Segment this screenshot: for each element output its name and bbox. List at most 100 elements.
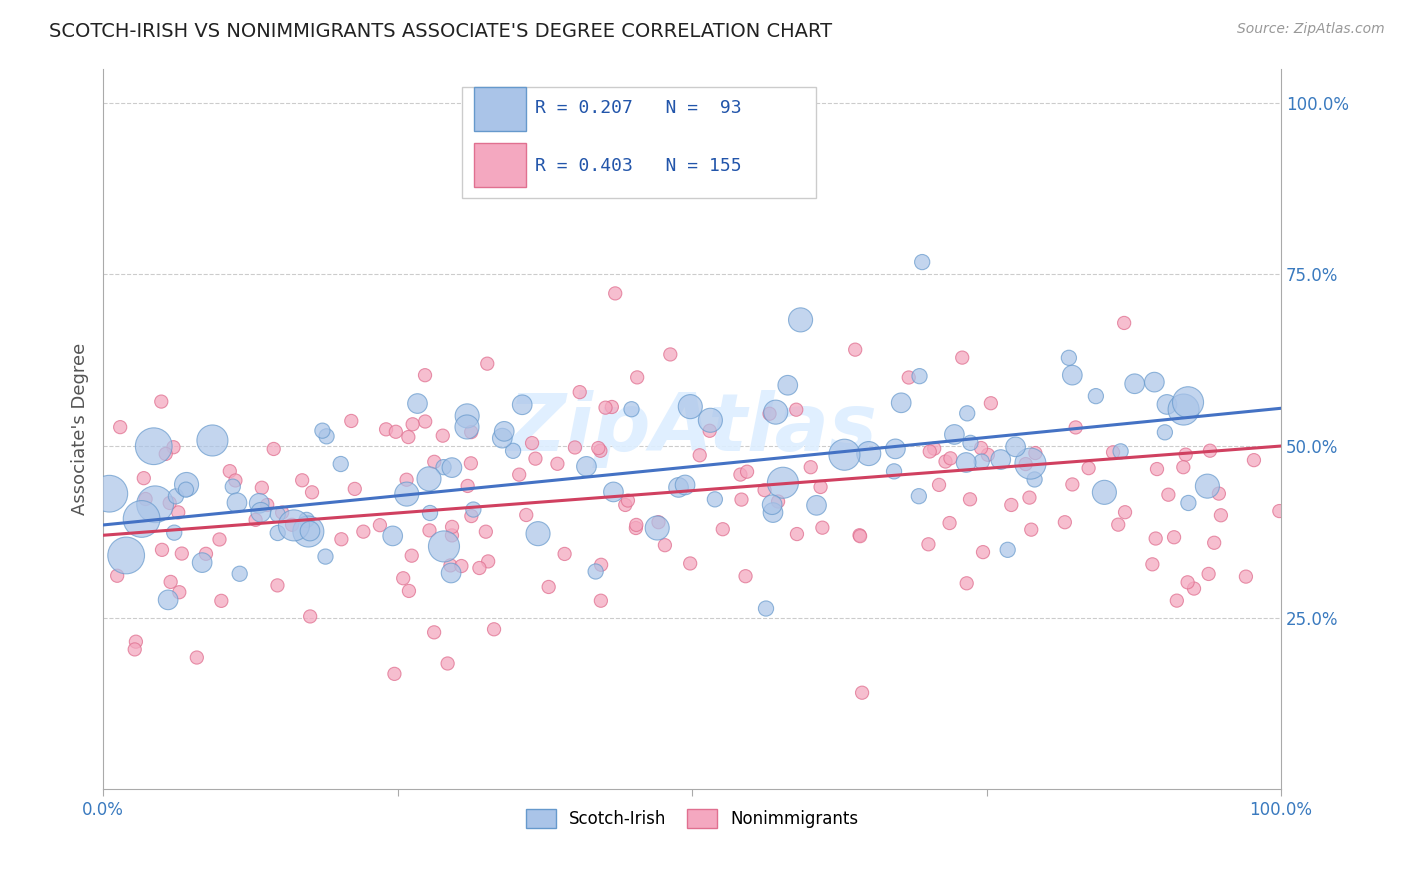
Point: [1204, 535, 1226, 549]
Point: [699, 413, 721, 427]
Point: [441, 520, 464, 534]
Point: [413, 368, 436, 383]
Point: [401, 549, 423, 563]
Point: [1198, 566, 1220, 581]
Point: [659, 347, 682, 361]
Point: [1077, 461, 1099, 475]
Point: [1062, 368, 1084, 383]
Point: [1199, 443, 1222, 458]
Point: [934, 454, 956, 468]
Point: [908, 369, 931, 384]
Point: [928, 478, 950, 492]
Point: [108, 420, 131, 434]
Point: [939, 451, 962, 466]
Point: [1157, 488, 1180, 502]
Point: [938, 516, 960, 530]
Point: [884, 442, 907, 456]
Point: [980, 396, 1002, 410]
Point: [1004, 440, 1026, 454]
Point: [463, 502, 485, 516]
Point: [297, 524, 319, 539]
Point: [617, 493, 640, 508]
Point: [439, 558, 461, 573]
Point: [959, 492, 981, 507]
Point: [789, 313, 811, 327]
Point: [224, 474, 246, 488]
Point: [186, 650, 208, 665]
Point: [176, 477, 198, 491]
Point: [735, 465, 758, 479]
Point: [1177, 395, 1199, 409]
Point: [491, 431, 513, 445]
Point: [785, 402, 807, 417]
Point: [703, 492, 725, 507]
Point: [897, 370, 920, 384]
Point: [510, 398, 533, 412]
Point: [858, 446, 880, 460]
Point: [620, 402, 643, 417]
Point: [456, 409, 478, 423]
Point: [330, 533, 353, 547]
Point: [1197, 479, 1219, 493]
Legend: Scotch-Irish, Nonimmigrants: Scotch-Irish, Nonimmigrants: [519, 803, 865, 835]
Point: [418, 524, 440, 538]
Point: [589, 443, 612, 458]
Point: [851, 686, 873, 700]
Point: [159, 496, 181, 510]
Point: [800, 460, 823, 475]
Point: [1123, 376, 1146, 391]
Point: [772, 475, 794, 490]
Point: [1144, 532, 1167, 546]
Point: [418, 472, 440, 486]
Point: [734, 569, 756, 583]
Point: [419, 506, 441, 520]
Point: [600, 400, 623, 414]
Point: [494, 425, 516, 439]
Point: [1234, 569, 1257, 583]
Text: Source: ZipAtlas.com: Source: ZipAtlas.com: [1237, 22, 1385, 37]
Point: [668, 480, 690, 494]
Point: [298, 524, 321, 538]
Point: [564, 441, 586, 455]
Point: [1024, 473, 1046, 487]
Point: [150, 542, 173, 557]
Point: [456, 420, 478, 434]
Point: [917, 537, 939, 551]
Point: [432, 428, 454, 442]
Point: [591, 558, 613, 572]
Point: [997, 542, 1019, 557]
Point: [385, 425, 408, 439]
Point: [970, 454, 993, 468]
Point: [301, 485, 323, 500]
Point: [281, 517, 304, 532]
Point: [115, 549, 138, 563]
FancyBboxPatch shape: [474, 87, 526, 131]
Point: [762, 506, 785, 520]
FancyBboxPatch shape: [463, 87, 815, 198]
Point: [1173, 460, 1195, 475]
Point: [460, 425, 482, 439]
Text: SCOTCH-IRISH VS NONIMMIGRANTS ASSOCIATE'S DEGREE CORRELATION CHART: SCOTCH-IRISH VS NONIMMIGRANTS ASSOCIATE'…: [49, 22, 832, 41]
Point: [624, 521, 647, 535]
Point: [1000, 498, 1022, 512]
Point: [250, 505, 273, 519]
Point: [1018, 491, 1040, 505]
Point: [1174, 448, 1197, 462]
Point: [436, 657, 458, 671]
Point: [423, 455, 446, 469]
Point: [159, 574, 181, 589]
Point: [396, 430, 419, 444]
Point: [520, 436, 543, 450]
Point: [810, 480, 832, 494]
Point: [605, 286, 627, 301]
Point: [575, 459, 598, 474]
Point: [170, 547, 193, 561]
Point: [124, 642, 146, 657]
Point: [477, 357, 499, 371]
Point: [950, 351, 973, 365]
Point: [508, 467, 530, 482]
Point: [1182, 582, 1205, 596]
Point: [155, 447, 177, 461]
Point: [834, 448, 856, 462]
Point: [956, 576, 979, 591]
